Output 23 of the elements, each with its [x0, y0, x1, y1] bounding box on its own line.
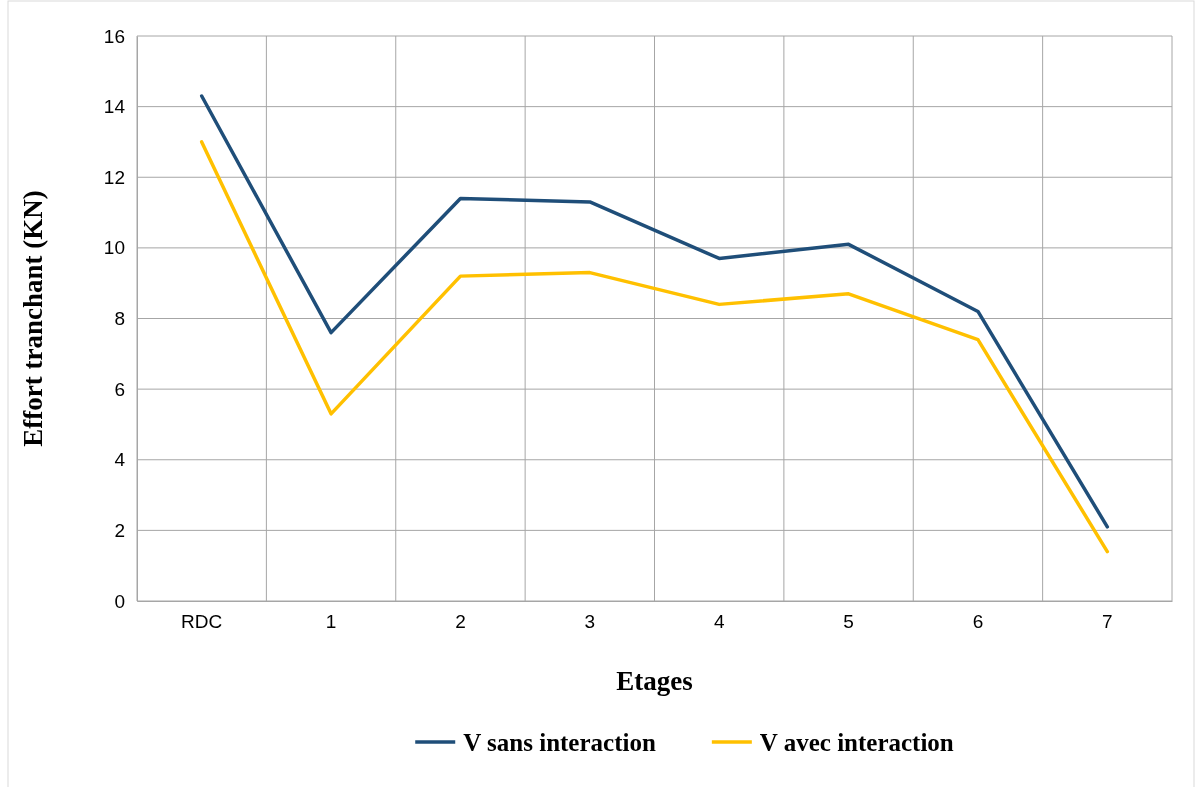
x-axis-title: Etages: [616, 666, 693, 696]
x-tick-label: RDC: [181, 611, 223, 633]
y-tick-label: 16: [103, 25, 125, 47]
x-tick-label: 7: [1102, 611, 1113, 633]
x-tick-label: 3: [584, 611, 596, 633]
x-tick-label: 6: [972, 611, 984, 633]
legend-label: V sans interaction: [463, 729, 656, 756]
x-tick-label: 5: [843, 611, 854, 633]
y-tick-label: 14: [103, 96, 126, 118]
x-tick-label: 1: [325, 611, 337, 633]
y-axis-title: Effort tranchant (KN): [18, 190, 48, 447]
y-tick-label: 8: [114, 308, 125, 330]
y-tick-label: 12: [103, 166, 125, 188]
y-tick-label: 6: [114, 378, 125, 400]
y-tick-label: 2: [114, 519, 125, 541]
x-tick-label: 4: [713, 611, 725, 633]
y-tick-label: 4: [114, 449, 126, 471]
y-tick-label: 10: [103, 237, 125, 259]
x-tick-label: 2: [455, 611, 466, 633]
line-series: [199, 140, 1110, 554]
legend-label: V avec interaction: [759, 729, 954, 756]
y-tick-label: 0: [114, 590, 125, 612]
line-series: [199, 94, 1110, 529]
